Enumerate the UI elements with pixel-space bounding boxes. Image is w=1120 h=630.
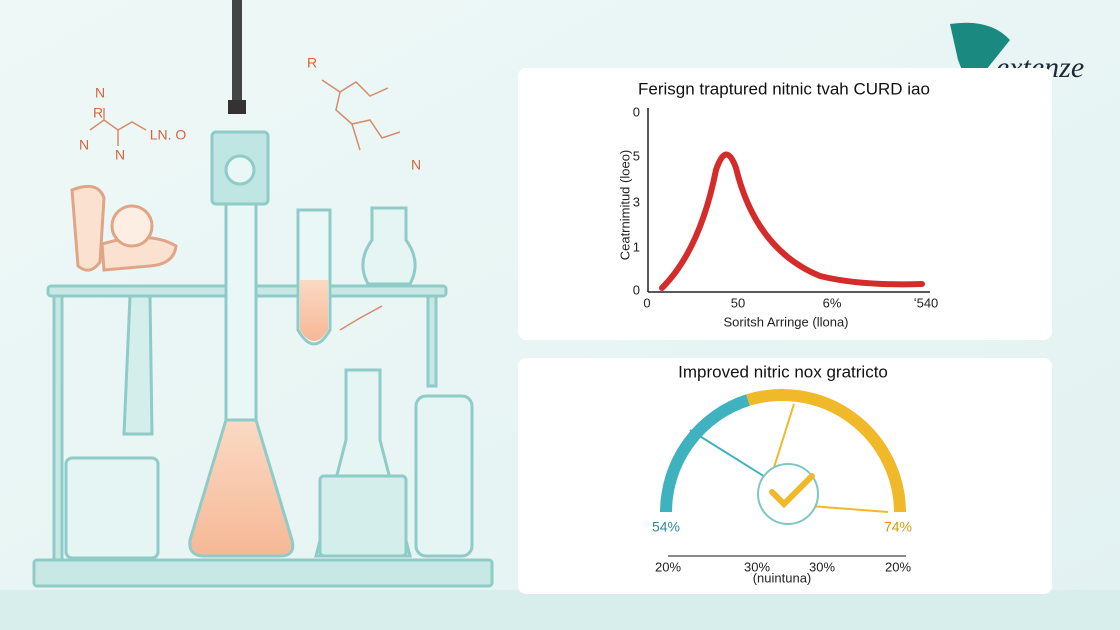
axis-tick-label: 30% <box>744 559 770 574</box>
panel <box>518 68 1052 340</box>
panel-title: Improved nitric nox gratricto <box>678 362 888 381</box>
curve <box>659 151 925 291</box>
molecule-label: LN. O <box>150 127 187 143</box>
gauge-label: 74% <box>884 519 912 535</box>
check-icon <box>769 473 815 509</box>
molecule-label: R <box>93 105 103 121</box>
axis-label: (nuintuna) <box>753 570 812 585</box>
gauge-needle <box>689 429 771 481</box>
molecule-label: N <box>79 137 89 153</box>
gauge-hub <box>757 463 819 525</box>
axis-tick-label: 30% <box>809 559 835 574</box>
y-tick-label: 0 <box>633 282 640 297</box>
lab-illustration <box>32 0 494 588</box>
panel-title: Ferisgn traptured nitnic tvah CURD iao <box>638 79 930 98</box>
gauge-arc <box>660 394 750 513</box>
y-tick-label: 0 <box>633 104 640 119</box>
y-axis-label: Ceatrnimitud (loeo) <box>617 150 632 261</box>
x-tick-label: ʻ540 <box>914 295 939 310</box>
molecule-label: N <box>411 157 421 173</box>
gauge-label: 54% <box>652 519 680 535</box>
x-tick-label: 50 <box>731 295 745 310</box>
gauge-arc <box>746 388 906 513</box>
axis-tick-label: 20% <box>655 559 681 574</box>
y-tick-label: 3 <box>633 194 640 209</box>
molecule-label: N <box>115 147 125 163</box>
y-tick-label: 5 <box>633 148 640 163</box>
x-axis-label: Soritsh Arringe (llona) <box>724 314 849 329</box>
gauge-needle <box>809 505 889 513</box>
molecule-label: N <box>95 85 105 101</box>
axis-tick-label: 20% <box>885 559 911 574</box>
x-tick-label: 0 <box>643 295 650 310</box>
x-tick-label: 6% <box>823 295 842 310</box>
y-tick-label: 1 <box>633 239 640 254</box>
floor <box>0 590 1120 630</box>
molecule-label: R <box>307 55 317 71</box>
